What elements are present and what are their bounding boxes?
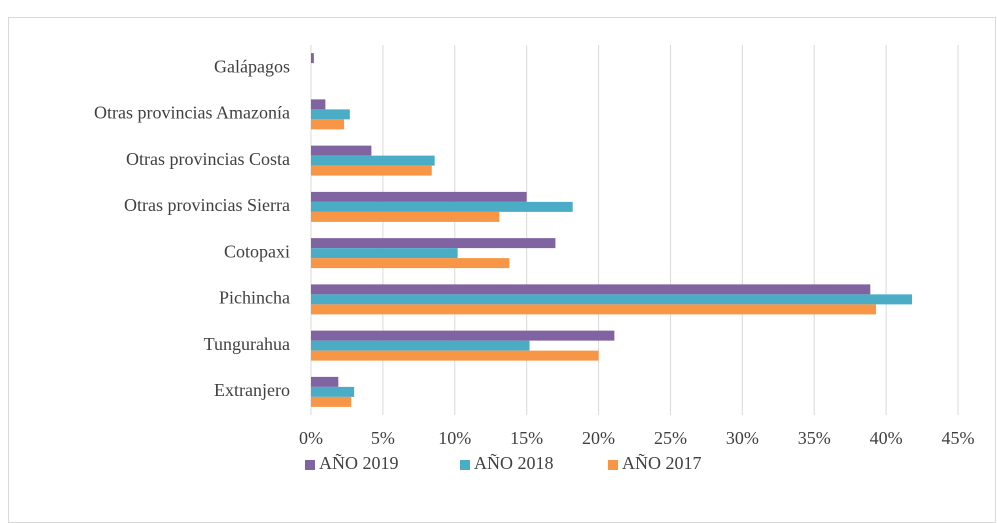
bar — [311, 99, 326, 110]
legend-swatch — [608, 460, 618, 470]
bar — [311, 248, 458, 259]
x-tick-label: 0% — [299, 428, 323, 448]
bar — [311, 145, 372, 156]
bar — [311, 155, 435, 166]
legend-label: AÑO 2019 — [319, 452, 399, 473]
y-tick-label: Tungurahua — [204, 334, 290, 354]
bar — [311, 191, 527, 202]
legend-swatch — [305, 460, 315, 470]
bar — [311, 350, 599, 361]
bar — [311, 109, 350, 120]
bar — [311, 386, 355, 397]
legend-label: AÑO 2017 — [622, 452, 702, 473]
bar — [311, 396, 352, 407]
legend-swatch — [460, 460, 470, 470]
y-tick-label: Otras provincias Costa — [126, 149, 290, 169]
x-tick-label: 15% — [510, 428, 543, 448]
bar — [311, 284, 871, 295]
bar — [311, 340, 530, 351]
bar — [311, 294, 912, 305]
x-tick-label: 35% — [798, 428, 831, 448]
bar — [311, 165, 432, 176]
x-tick-label: 40% — [870, 428, 903, 448]
y-tick-label: Cotopaxi — [224, 241, 290, 261]
x-tick-label: 10% — [438, 428, 471, 448]
y-tick-label: Otras provincias Sierra — [124, 195, 290, 215]
x-tick-label: 25% — [654, 428, 687, 448]
bar — [311, 201, 573, 212]
x-tick-label: 30% — [726, 428, 759, 448]
bar — [311, 330, 615, 341]
legend-label: AÑO 2018 — [474, 452, 554, 473]
bar — [311, 304, 877, 315]
bar — [311, 53, 314, 64]
y-tick-label: Extranjero — [214, 380, 290, 400]
bar — [311, 376, 339, 387]
bar — [311, 258, 510, 269]
y-tick-label: Pichincha — [219, 288, 290, 308]
x-tick-label: 45% — [942, 428, 975, 448]
x-tick-label: 20% — [582, 428, 615, 448]
bar — [311, 238, 556, 249]
chart-frame — [8, 17, 996, 523]
y-tick-label: Otras provincias Amazonía — [94, 103, 290, 123]
bar — [311, 119, 345, 130]
y-tick-label: Galápagos — [214, 56, 290, 76]
x-tick-label: 5% — [371, 428, 395, 448]
bar — [311, 211, 500, 222]
